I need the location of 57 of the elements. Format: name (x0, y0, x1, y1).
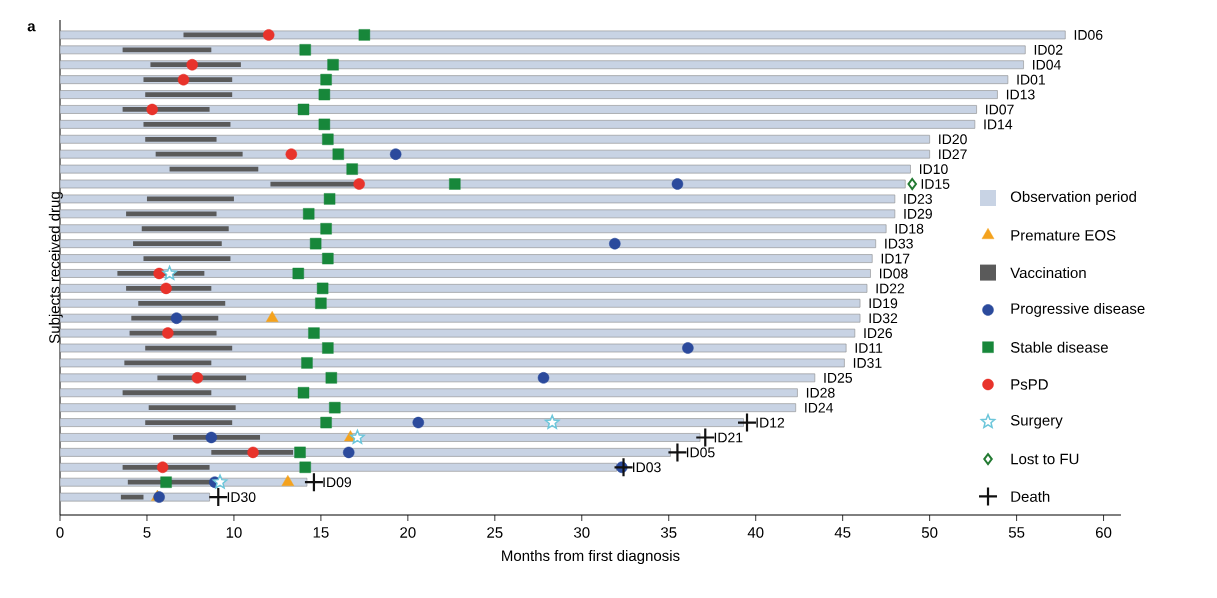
y-tick-label: ID10 (919, 164, 948, 175)
y-tick-label: ID05 (686, 447, 715, 458)
text: a (27, 23, 36, 32)
y-tick-label: ID21 (714, 432, 743, 443)
legend-label: Observation period (1010, 191, 1136, 205)
y-tick-label: ID08 (879, 268, 908, 279)
y-tick-label: ID28 (806, 387, 835, 398)
x-tick-label: 0 (56, 527, 64, 538)
y-tick-label: ID33 (885, 238, 913, 249)
y-tick-label: ID19 (869, 298, 898, 309)
y-tick-label: ID26 (864, 328, 892, 339)
x-tick-label: 15 (313, 527, 329, 538)
y-tick-label: ID13 (1006, 89, 1035, 100)
y-tick-label: ID27 (939, 149, 967, 160)
y-tick-label: ID24 (805, 402, 834, 413)
y-tick-label: ID25 (824, 372, 853, 383)
y-tick-label: ID31 (853, 357, 882, 368)
y-tick-label: ID06 (1074, 29, 1103, 40)
y-tick-label: ID17 (881, 253, 910, 264)
y-tick-label: ID09 (323, 477, 352, 488)
y-tick-label: ID02 (1034, 44, 1063, 55)
y-tick-label: ID18 (895, 223, 924, 234)
y-tick-label: ID20 (939, 134, 967, 145)
legend-label: Progressive disease (1011, 302, 1145, 317)
legend-label: Stable disease (1010, 341, 1108, 353)
x-axis-title: Months from first diagnosis (502, 550, 680, 564)
legend-label: PsPD (1011, 379, 1048, 390)
y-tick-label: ID01 (1017, 74, 1045, 85)
x-tick-label: 40 (747, 527, 764, 538)
x-tick-label: 20 (400, 527, 416, 538)
y-tick-label: ID03 (633, 462, 661, 473)
x-tick-label: 50 (921, 527, 938, 538)
x-tick-label: 55 (1008, 527, 1025, 538)
x-tick-label: 60 (1095, 527, 1112, 538)
x-tick-label: 30 (574, 527, 590, 538)
legend-label: Premature EOS (1011, 229, 1116, 241)
y-tick-label: ID23 (904, 193, 932, 204)
x-tick-label: 45 (834, 527, 851, 538)
y-tick-label: ID12 (756, 417, 785, 428)
x-tick-label: 35 (660, 527, 677, 538)
legend-label: Surgery (1010, 415, 1063, 429)
y-tick-label: ID30 (227, 492, 256, 503)
y-tick-label: ID14 (984, 119, 1013, 130)
y-tick-label: ID07 (986, 104, 1014, 115)
x-tick-label: 5 (143, 527, 151, 538)
x-tick-label: 10 (226, 527, 242, 538)
y-tick-label: ID29 (904, 208, 932, 219)
y-tick-label: ID11 (855, 343, 883, 353)
y-tick-label: ID22 (876, 283, 905, 294)
legend-label: Vaccination (1010, 267, 1086, 279)
y-axis-title: Subjects received drug (48, 192, 63, 344)
legend-label: Lost to FU (1011, 453, 1079, 465)
y-tick-label: ID04 (1033, 59, 1061, 70)
y-tick-label: ID15 (921, 179, 950, 189)
y-tick-label: ID32 (869, 313, 898, 324)
x-tick-label: 25 (487, 527, 503, 538)
legend-label: Death (1011, 490, 1050, 502)
